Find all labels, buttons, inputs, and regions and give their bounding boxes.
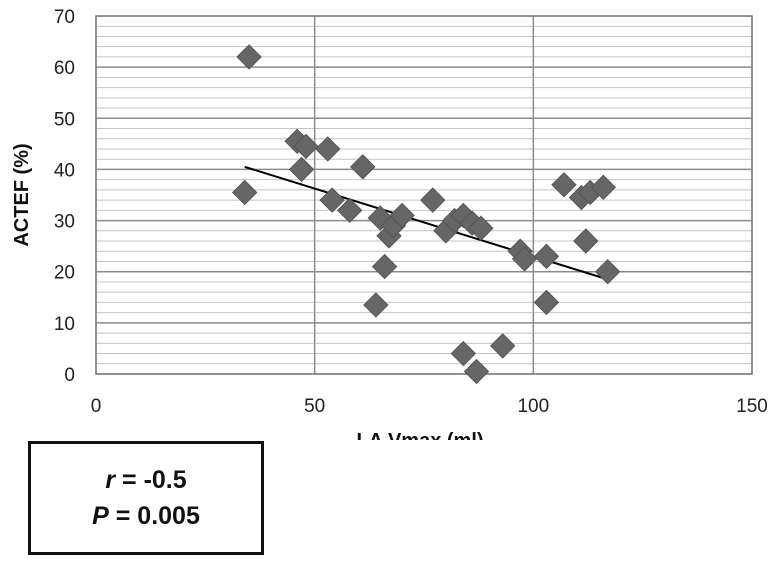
data-point <box>231 179 258 206</box>
data-point <box>236 44 262 70</box>
data-point <box>319 187 345 213</box>
scatter-chart: 0 50 100 150 0 10 20 30 40 50 60 70 LA Vmax (ml) A… <box>11 7 768 440</box>
p-value-line: P = 0.005 <box>92 498 200 534</box>
x-tick-label: 50 <box>304 396 325 417</box>
data-point <box>594 259 621 285</box>
correlation-symbol: r <box>105 466 116 494</box>
plot-area-frame <box>95 15 753 375</box>
y-tick-label: 0 <box>64 365 75 386</box>
x-tick-labels: 0 50 100 150 <box>91 396 768 417</box>
data-point <box>468 215 494 241</box>
data-point <box>315 136 341 162</box>
data-point <box>463 358 490 385</box>
statistics-box: r = -0.5 P = 0.005 <box>28 441 264 555</box>
data-point <box>293 133 319 160</box>
data-point <box>350 154 376 180</box>
data-point <box>533 243 560 270</box>
x-tick-label: 0 <box>91 396 102 417</box>
data-point <box>450 340 477 367</box>
y-tick-label: 20 <box>54 263 75 284</box>
data-point <box>590 174 617 201</box>
data-point <box>573 228 599 254</box>
x-tick-label: 100 <box>517 396 549 417</box>
y-tick-label: 60 <box>54 58 75 79</box>
x-axis-title: LA Vmax (ml) <box>356 430 483 440</box>
y-tick-labels: 0 10 20 30 40 50 60 70 <box>54 7 75 386</box>
correlation-value: = -0.5 <box>115 466 187 494</box>
p-value: = 0.005 <box>108 502 200 530</box>
p-symbol: P <box>92 502 109 530</box>
data-point <box>363 292 389 318</box>
grid-lines <box>95 15 753 375</box>
data-point <box>420 187 446 213</box>
data-point <box>490 333 516 359</box>
y-axis-title: ACTEF (%) <box>11 143 33 246</box>
data-point <box>389 202 415 229</box>
x-tick-label: 150 <box>736 396 768 417</box>
data-points <box>231 44 621 385</box>
correlation-line: r = -0.5 <box>105 462 186 498</box>
y-tick-label: 70 <box>54 7 75 28</box>
data-point <box>551 172 577 198</box>
data-point <box>533 289 560 316</box>
y-tick-label: 40 <box>54 160 75 181</box>
data-point <box>371 253 398 280</box>
y-tick-label: 50 <box>54 109 75 130</box>
data-point <box>288 156 315 183</box>
y-tick-label: 10 <box>54 314 75 335</box>
data-point <box>511 246 538 272</box>
data-point <box>336 197 363 224</box>
y-tick-label: 30 <box>54 212 75 233</box>
